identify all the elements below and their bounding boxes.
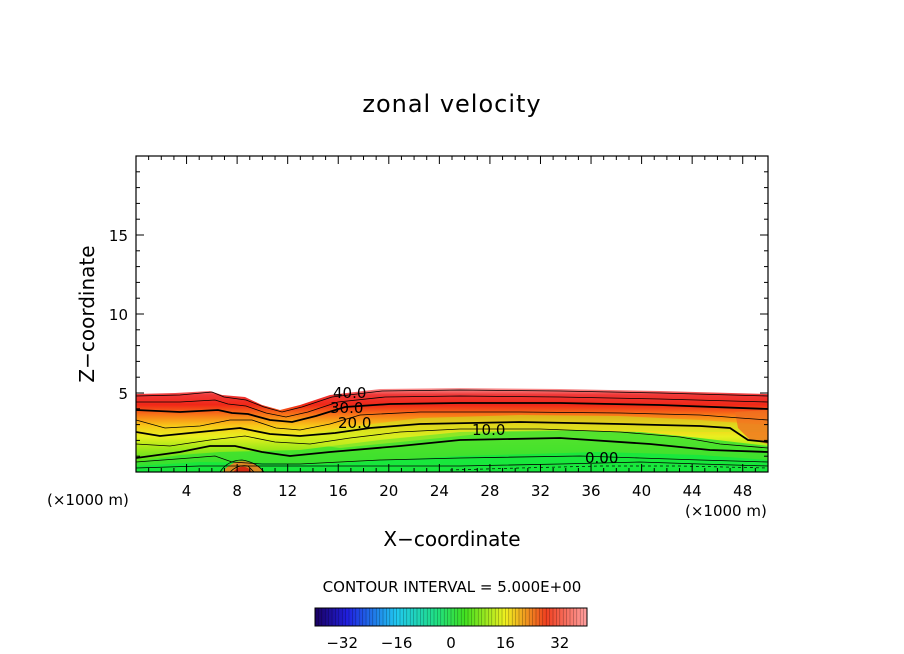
x-tick-label: 40 bbox=[632, 482, 651, 500]
x-tick-label: 8 bbox=[232, 482, 242, 500]
colorbar-tick-label: −32 bbox=[326, 634, 358, 652]
contour-label-0: 0.00 bbox=[585, 449, 618, 467]
x-tick-label: 32 bbox=[531, 482, 550, 500]
contour-labels: 40.0 30.0 20.0 10.0 0.00 bbox=[330, 384, 618, 467]
chart-title: zonal velocity bbox=[362, 90, 541, 118]
x-tick-label: 12 bbox=[278, 482, 297, 500]
contour-label-30: 30.0 bbox=[330, 399, 363, 417]
x-tick-label: 24 bbox=[430, 482, 449, 500]
y-axis-ticks: 5 10 15 bbox=[109, 155, 768, 473]
colorbar-ticks: −32 −16 0 16 32 bbox=[318, 608, 584, 652]
contour-label-40: 40.0 bbox=[333, 384, 366, 402]
x-tick-label: 36 bbox=[581, 482, 600, 500]
colorbar-tick-label: −16 bbox=[381, 634, 413, 652]
colorbar-tick-label: 0 bbox=[446, 634, 456, 652]
x-tick-label: 4 bbox=[182, 482, 192, 500]
x-tick-label: 16 bbox=[329, 482, 348, 500]
y-tick-label: 10 bbox=[109, 306, 128, 324]
contour-label-20: 20.0 bbox=[338, 414, 371, 432]
colorbar-tick-label: 16 bbox=[496, 634, 515, 652]
x-tick-label: 28 bbox=[480, 482, 499, 500]
y-tick-label: 5 bbox=[118, 385, 128, 403]
y-tick-label: 15 bbox=[109, 227, 128, 245]
x-unit-label-right: (×1000 m) bbox=[685, 502, 767, 520]
colorbar-tick-label: 32 bbox=[550, 634, 569, 652]
colorbar: −32 −16 0 16 32 bbox=[314, 607, 588, 652]
contour-label-10: 10.0 bbox=[472, 421, 505, 439]
contour-interval-text: CONTOUR INTERVAL = 5.000E+00 bbox=[323, 578, 582, 596]
x-unit-label-left: (×1000 m) bbox=[47, 491, 129, 509]
x-axis-ticks: 4 8 12 16 20 24 28 32 36 40 44 48 bbox=[135, 156, 769, 500]
x-tick-label: 48 bbox=[733, 482, 752, 500]
x-tick-label: 20 bbox=[379, 482, 398, 500]
x-axis-label: X−coordinate bbox=[383, 527, 520, 551]
colorbar-gradient bbox=[314, 607, 588, 627]
contour-lines bbox=[136, 389, 768, 472]
y-axis-label: Z−coordinate bbox=[75, 245, 99, 382]
x-tick-label: 44 bbox=[683, 482, 702, 500]
